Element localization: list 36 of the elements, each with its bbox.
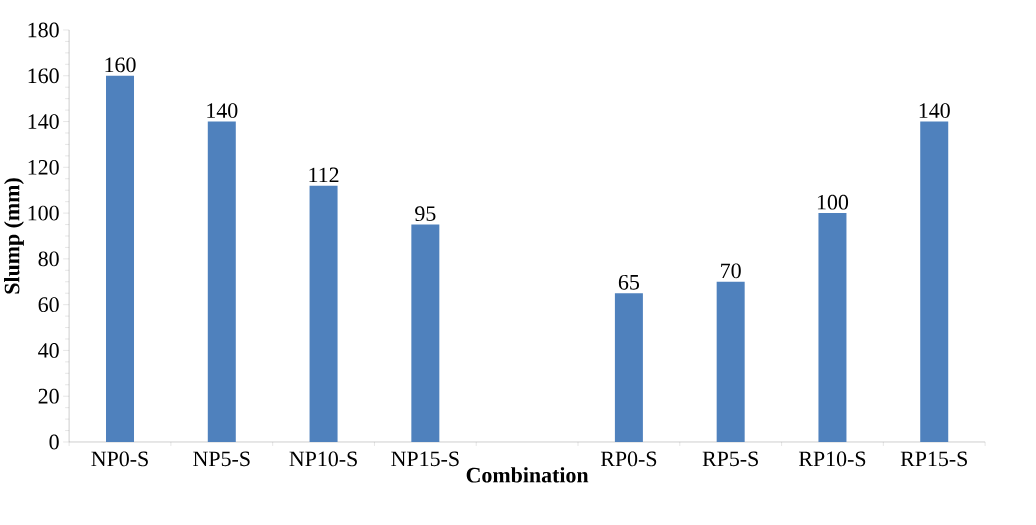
bar	[716, 281, 745, 442]
x-tick-label: RP10-S	[798, 451, 866, 467]
y-axis-title: Slump (mm)	[4, 178, 24, 294]
data-label: 65	[618, 274, 640, 290]
bar	[106, 75, 135, 442]
y-tick-label: 160	[28, 68, 59, 84]
x-axis-title: Combination	[466, 467, 589, 483]
data-label: 100	[817, 194, 849, 210]
data-label: 140	[919, 103, 950, 119]
y-tick-label: 20	[38, 388, 59, 404]
bar	[309, 185, 338, 442]
data-label: 140	[207, 103, 238, 119]
x-tick-label: NP10-S	[289, 451, 357, 467]
y-tick-label: 120	[28, 159, 59, 175]
x-tick-label: NP15-S	[391, 451, 459, 467]
x-tick-label: RP15-S	[900, 451, 967, 467]
y-tick-label: 60	[38, 297, 59, 313]
bar	[614, 293, 643, 442]
data-label: 160	[105, 57, 136, 73]
bar	[207, 121, 236, 442]
bar	[818, 213, 847, 442]
y-tick-label: 80	[38, 251, 59, 267]
x-tick-label: RP0-S	[600, 451, 657, 467]
data-label: 70	[721, 263, 741, 279]
y-tick-label: 0	[49, 434, 59, 450]
x-tick-label: RP5-S	[702, 451, 758, 467]
x-tick-label: NP0-S	[91, 451, 148, 467]
x-tick-label: NP5-S	[193, 451, 250, 467]
y-tick-label: 40	[38, 343, 59, 358]
data-label: 112	[309, 167, 339, 183]
y-tick-label: 100	[28, 205, 59, 221]
y-tick-label: 140	[28, 114, 59, 129]
bar	[411, 224, 440, 442]
y-tick-label: 180	[28, 22, 59, 38]
data-label: 95	[415, 206, 436, 222]
bar	[920, 121, 949, 442]
